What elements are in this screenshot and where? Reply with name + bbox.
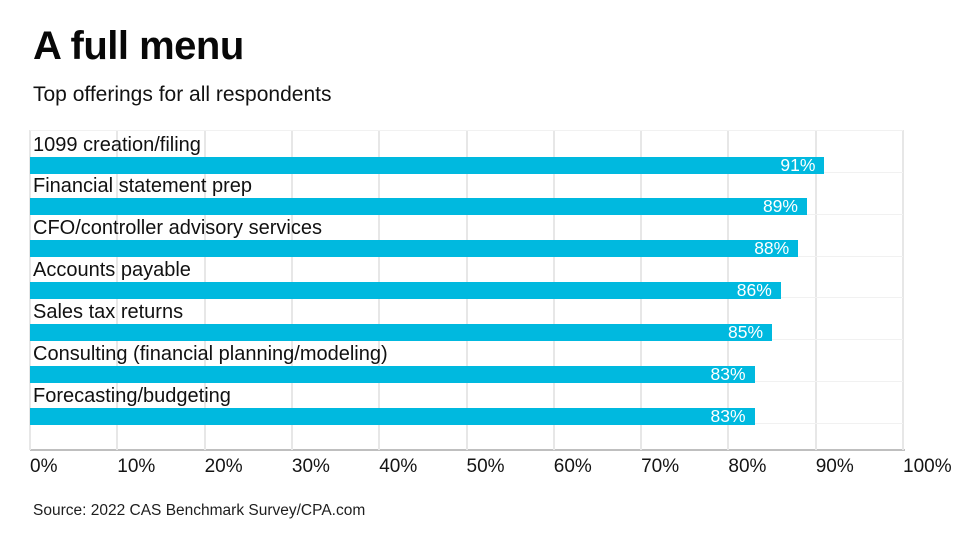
category-label: Consulting (financial planning/modeling) bbox=[33, 342, 388, 365]
tick-label: 0% bbox=[30, 456, 58, 477]
row: Consulting (financial planning/modeling)… bbox=[30, 343, 903, 385]
bar: 89% bbox=[30, 196, 807, 217]
category-label: Accounts payable bbox=[33, 259, 191, 282]
bar: 83% bbox=[30, 363, 755, 384]
x-axis-line bbox=[30, 449, 905, 451]
tick-label: 30% bbox=[291, 456, 330, 477]
category-label: Financial statement prep bbox=[33, 175, 253, 198]
row: Forecasting/budgeting 83% bbox=[30, 385, 903, 427]
category-label: CFO/controller advisory services bbox=[33, 217, 322, 240]
row: CFO/controller advisory services 88% bbox=[30, 217, 903, 259]
tick-label: 40% bbox=[379, 456, 418, 477]
gridline bbox=[814, 130, 817, 450]
row: Accounts payable 86% bbox=[30, 259, 903, 301]
tick-label: 10% bbox=[117, 456, 156, 477]
bar-value-label: 85% bbox=[728, 321, 764, 342]
chart-subtitle: Top offerings for all respondents bbox=[33, 83, 332, 106]
bar: 91% bbox=[30, 154, 825, 175]
tick-label: 70% bbox=[641, 456, 680, 477]
source-note: Source: 2022 CAS Benchmark Survey/CPA.co… bbox=[33, 502, 366, 519]
tick-label: 80% bbox=[728, 456, 767, 477]
category-label: 1099 creation/filing bbox=[33, 133, 201, 156]
row: Sales tax returns 85% bbox=[30, 301, 903, 343]
row-gridline bbox=[30, 130, 903, 131]
bar: 85% bbox=[30, 321, 773, 342]
plot-area: 1099 creation/filing 91% Financial stateme… bbox=[29, 130, 905, 451]
bar: 88% bbox=[30, 238, 799, 259]
bar: 83% bbox=[30, 405, 755, 426]
category-label: Forecasting/budgeting bbox=[33, 384, 231, 407]
x-axis-ticks: 0% 10% 20% 30% 40% 50% 60% 70% 80% 90% 100% bbox=[30, 456, 978, 480]
tick-label: 100% bbox=[903, 456, 952, 477]
bar-value-label: 83% bbox=[710, 405, 746, 426]
gridline bbox=[902, 130, 904, 450]
bar-value-label: 86% bbox=[736, 280, 772, 301]
tick-label: 50% bbox=[466, 456, 505, 477]
row: 1099 creation/filing 91% bbox=[30, 134, 903, 176]
row: Financial statement prep 89% bbox=[30, 175, 903, 217]
bar-value-label: 88% bbox=[754, 238, 790, 259]
bar-value-label: 91% bbox=[780, 154, 816, 175]
chart-title: A full menu bbox=[33, 24, 244, 68]
bar: 86% bbox=[30, 280, 781, 301]
tick-label: 20% bbox=[204, 456, 243, 477]
category-label: Sales tax returns bbox=[33, 300, 184, 323]
tick-label: 90% bbox=[815, 456, 854, 477]
tick-label: 60% bbox=[553, 456, 592, 477]
bar-value-label: 83% bbox=[710, 363, 746, 384]
bar-value-label: 89% bbox=[762, 196, 798, 217]
